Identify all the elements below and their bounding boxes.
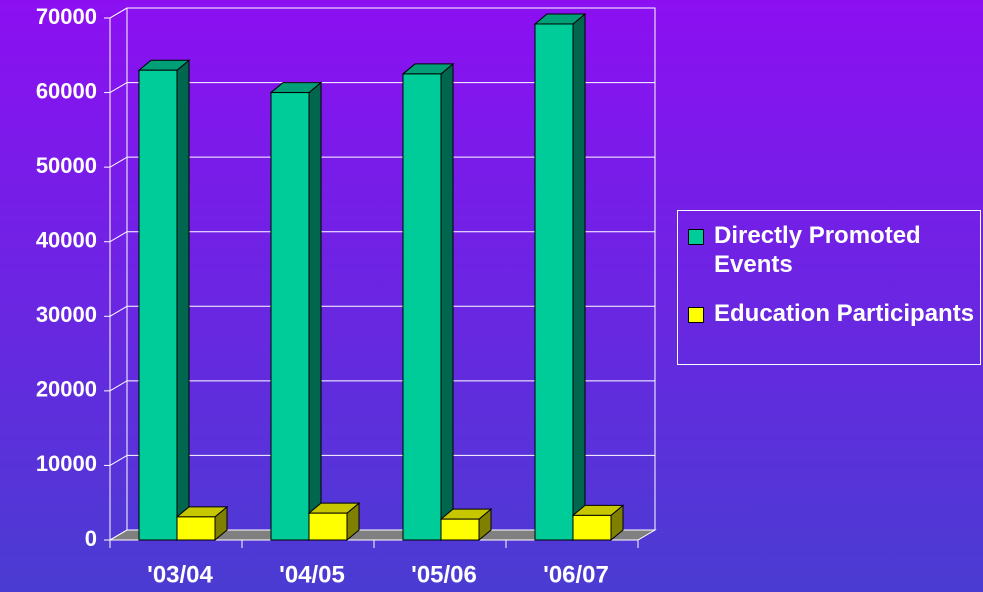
y-tick-label: 50000 (36, 153, 97, 178)
bar (572, 514, 612, 541)
y-tick-label: 70000 (36, 4, 97, 29)
bar (308, 512, 348, 541)
bar (402, 73, 442, 541)
y-tick-label: 0 (85, 526, 97, 551)
y-tick-label: 60000 (36, 78, 97, 103)
legend: Directly Promoted Events Education Partic… (677, 210, 981, 365)
x-tick-label: '05/06 (411, 561, 477, 588)
y-tick-label: 20000 (36, 377, 97, 402)
grid-line (109, 454, 128, 466)
legend-label: Education Participants (714, 300, 975, 327)
x-tick-label: '06/07 (543, 561, 609, 588)
grid-line (109, 156, 128, 168)
y-tick-label: 30000 (36, 302, 97, 327)
bar (534, 23, 574, 541)
grid-line (109, 380, 128, 392)
x-tick-label: '04/05 (279, 561, 345, 588)
x-tick-label: '03/04 (147, 561, 213, 588)
bar (270, 92, 310, 541)
legend-swatch (688, 229, 704, 245)
grid-line (109, 529, 128, 541)
bar (138, 69, 178, 541)
bar-side (440, 62, 454, 542)
grid-line (109, 305, 128, 317)
y-tick-label: 40000 (36, 228, 97, 253)
bar-side (176, 59, 190, 542)
legend-label: Directly Promoted Events (714, 222, 921, 278)
grid-line (109, 7, 128, 19)
y-tick-label: 10000 (36, 451, 97, 476)
grid-line (109, 231, 128, 243)
bar (176, 516, 216, 541)
bar-side (308, 81, 322, 542)
grid-line (109, 82, 128, 94)
bar (440, 518, 480, 541)
legend-swatch (688, 307, 704, 323)
bar-side (572, 12, 586, 542)
